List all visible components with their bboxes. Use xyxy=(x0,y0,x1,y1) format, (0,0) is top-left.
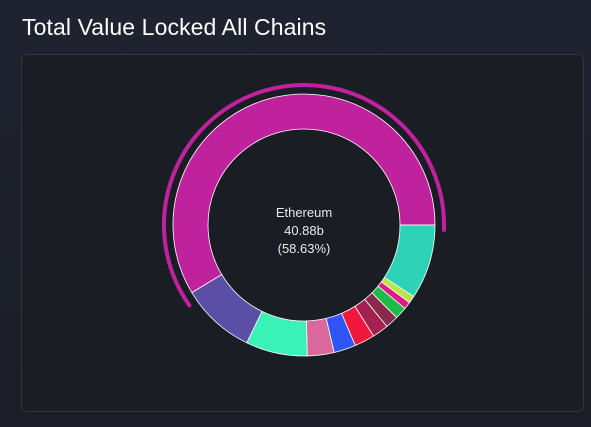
center-label-value: 40.88b xyxy=(284,223,324,238)
active-slice-highlight-arc xyxy=(162,83,446,308)
center-label-name: Ethereum xyxy=(276,205,332,220)
donut-slice-1[interactable] xyxy=(172,93,436,294)
donut-chart: Ethereum 40.88b (58.63%) xyxy=(162,83,446,357)
center-label-percent: (58.63%) xyxy=(278,241,331,256)
page-title: Total Value Locked All Chains xyxy=(22,14,327,40)
donut-slices xyxy=(172,93,436,357)
chart-panel: Ethereum 40.88b (58.63%) xyxy=(21,54,584,412)
donut-slice-12[interactable] xyxy=(191,273,263,344)
